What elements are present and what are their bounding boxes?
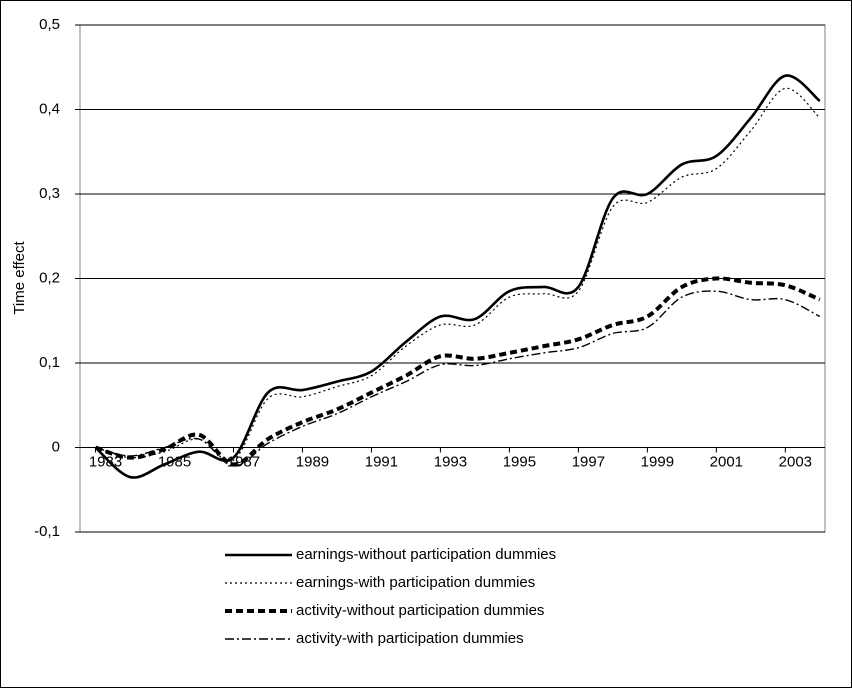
- legend-label: activity-with participation dummies: [296, 630, 524, 647]
- series-line: [95, 87, 821, 462]
- series-line: [94, 276, 821, 467]
- y-tick-label: 0,2: [39, 269, 60, 286]
- y-tick-label: 0,3: [39, 185, 60, 202]
- y-tick-label: 0,1: [39, 354, 60, 371]
- x-tick-label: 1991: [365, 453, 398, 470]
- x-tick-label: 1997: [572, 453, 605, 470]
- x-tick-label: 1999: [641, 453, 674, 470]
- x-tick-label: 1995: [503, 453, 536, 470]
- y-axis-title: Time effect: [11, 240, 28, 314]
- series-line: [94, 74, 821, 479]
- x-tick-label: 2001: [710, 453, 743, 470]
- x-tick-label: 1993: [434, 453, 467, 470]
- legend-label: activity-without participation dummies: [296, 602, 544, 619]
- y-tick-label: 0,5: [39, 16, 60, 33]
- y-tick-label: -0,1: [34, 523, 60, 540]
- x-tick-label: 2003: [779, 453, 812, 470]
- y-tick-label: 0,4: [39, 100, 60, 117]
- x-tick-label: 1989: [296, 453, 329, 470]
- y-tick-label: 0: [52, 438, 60, 455]
- legend-label: earnings-without participation dummies: [296, 546, 556, 563]
- legend-label: earnings-with participation dummies: [296, 574, 535, 591]
